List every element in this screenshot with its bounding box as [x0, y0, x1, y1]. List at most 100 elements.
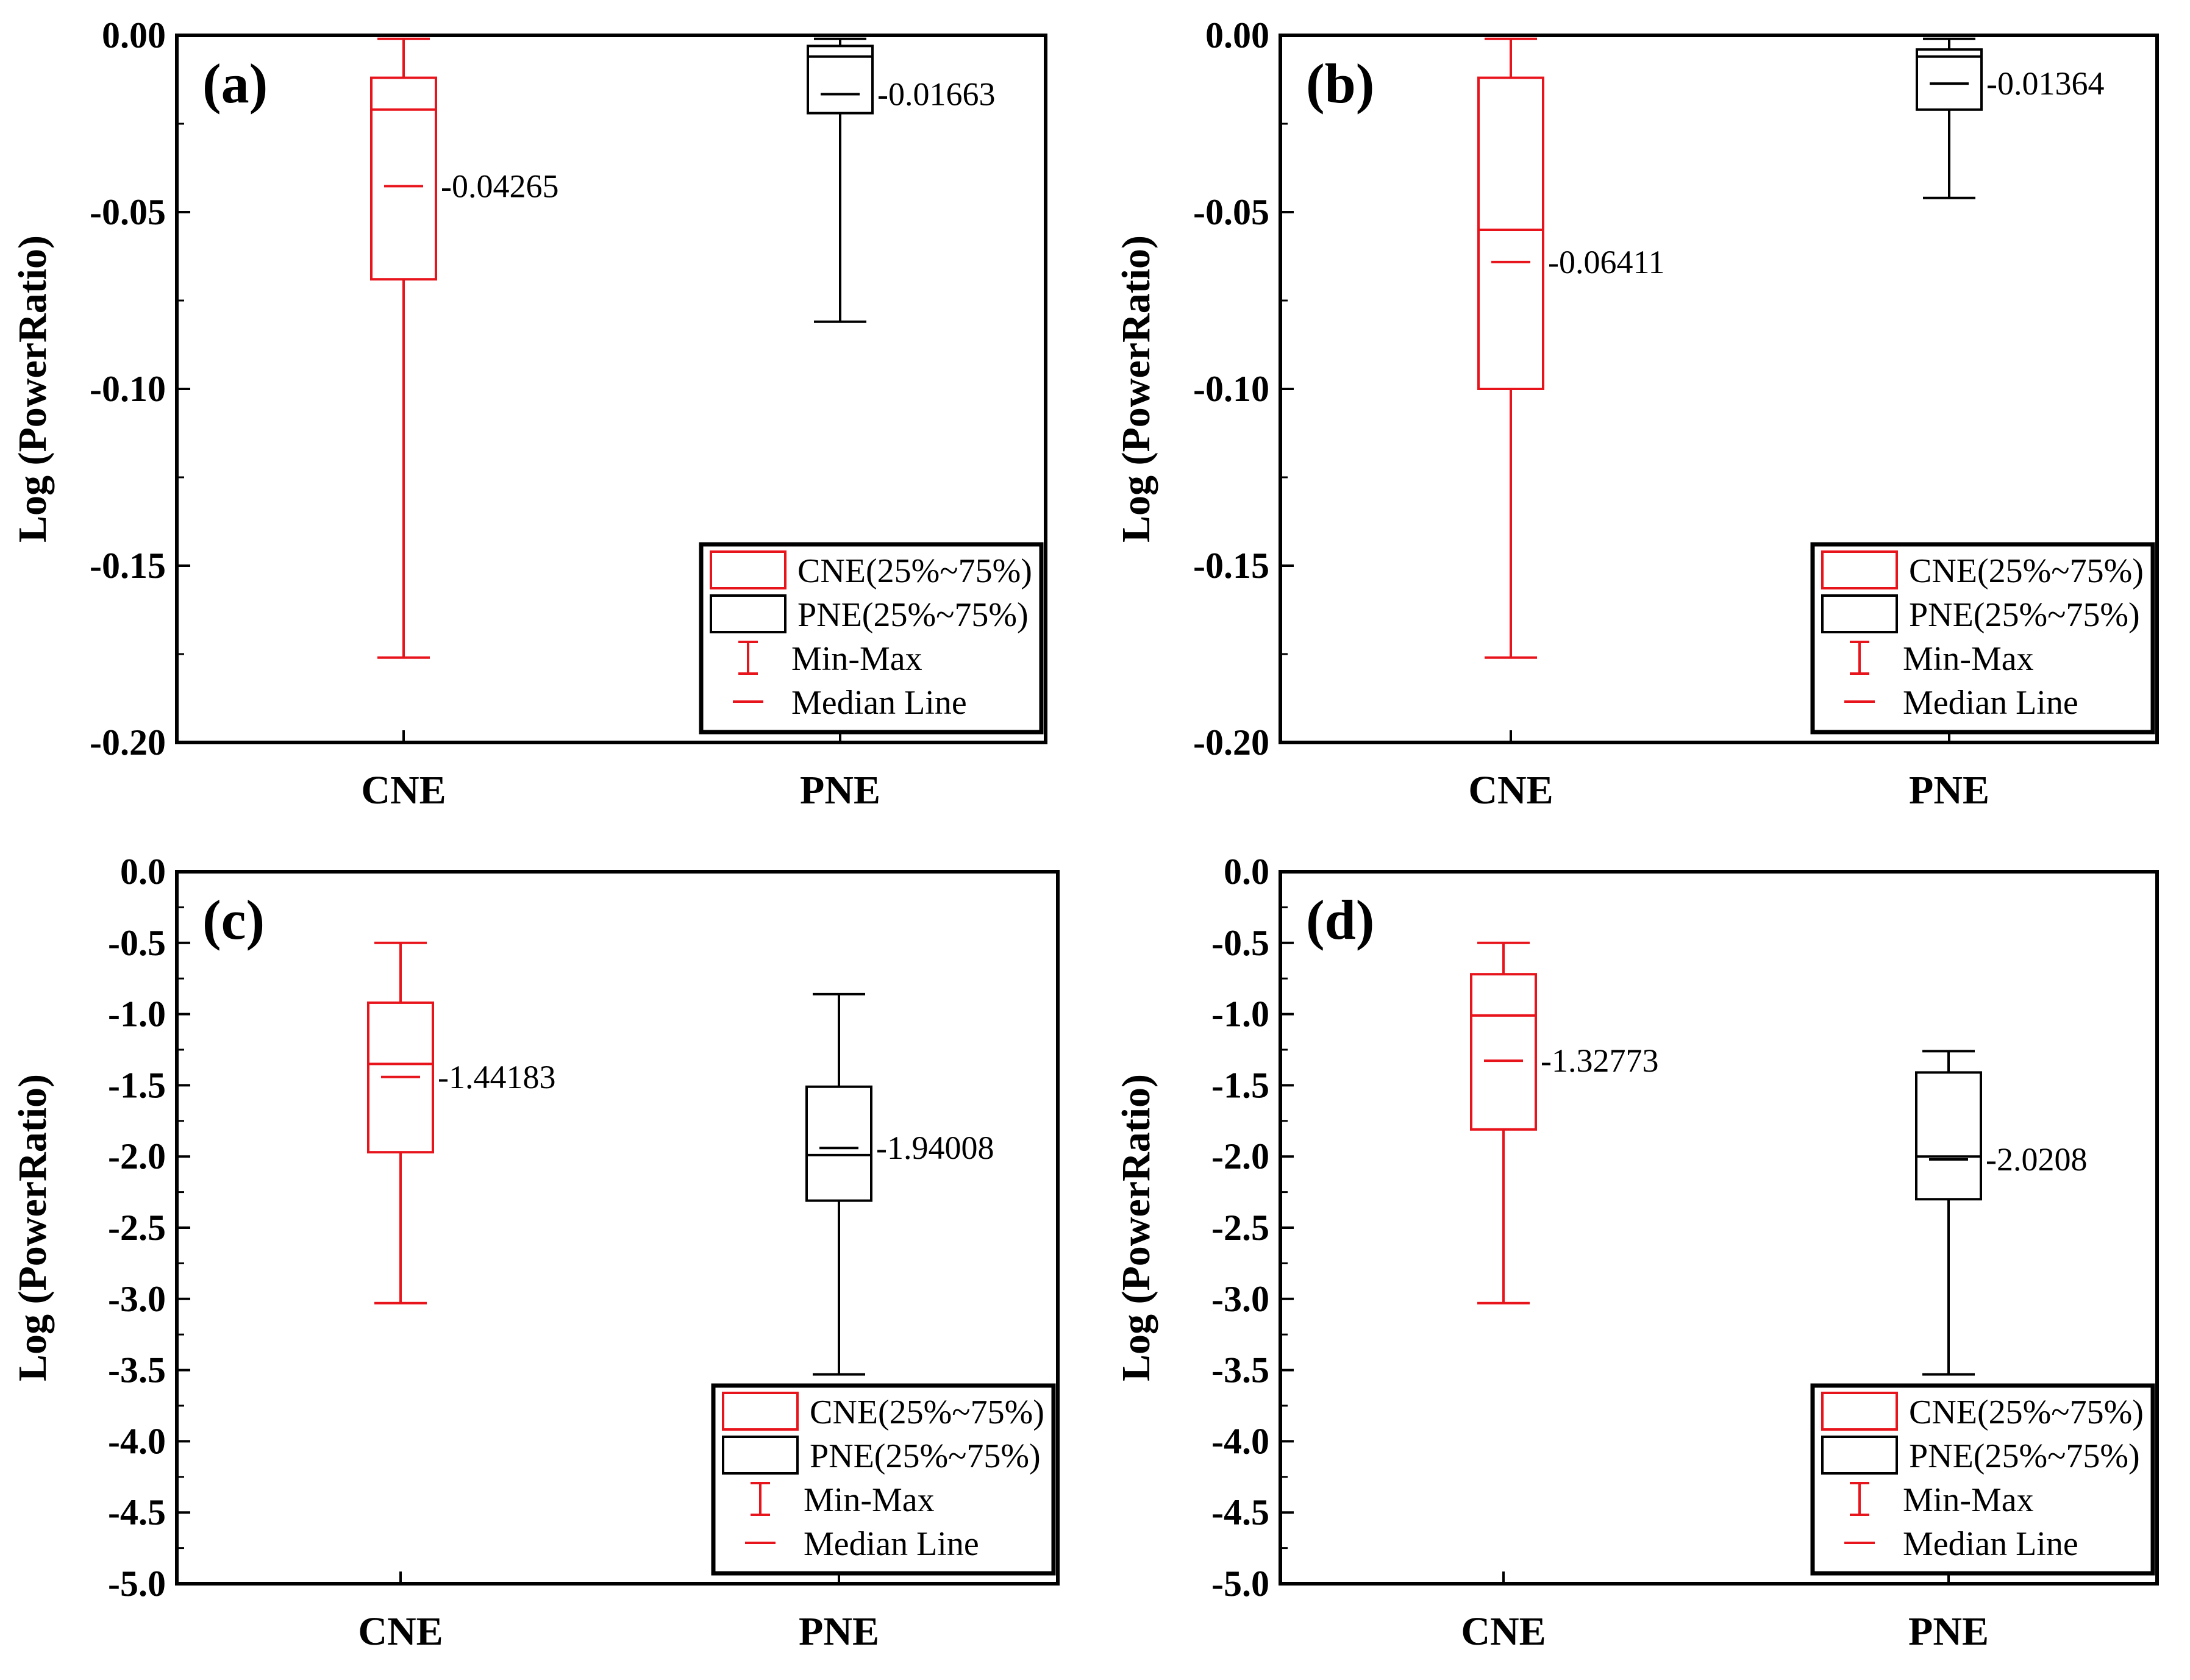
- y-tick-label: -0.15: [1193, 546, 1269, 586]
- cne-box-plot: -0.06411: [1477, 37, 1664, 659]
- chart-panel-2: 0.00 -0.05 -0.10 -0.15 -0.20 CNE PNE Log (Power…: [1114, 15, 2159, 813]
- y-tick-label: -3.0: [1211, 1279, 1269, 1319]
- y-tick-label: -1.5: [108, 1065, 166, 1105]
- mean-value-label: -1.32773: [1541, 1042, 1658, 1079]
- chart-panel-4: 0.0 -0.5 -1.0 -1.5 -2.0 -2.5 -3.0 -3.5 -4.0 -4.5 -…: [1114, 852, 2159, 1654]
- y-tick-label: -3.5: [108, 1350, 166, 1390]
- legend-pne-box-swatch: [1821, 1436, 1898, 1475]
- y-tick-label: -4.0: [108, 1421, 166, 1461]
- legend-cne-box-swatch: [722, 1392, 799, 1431]
- y-tick-label: 0.00: [102, 15, 166, 55]
- legend-pne-box-label: PNE(25%~75%): [1909, 1437, 2140, 1475]
- y-axis-label: Log (PowerRatio): [10, 1074, 55, 1381]
- y-tick-label: -4.0: [1211, 1421, 1269, 1461]
- plot-frame: [175, 870, 1060, 1586]
- legend-frame: [711, 1383, 1056, 1576]
- y-axis-label: Log (PowerRatio): [1114, 235, 1158, 543]
- y-tick-label: 0.0: [1224, 852, 1269, 892]
- iqr-box: [367, 1001, 434, 1154]
- legend-cne-box-label: CNE(25%~75%): [1909, 552, 2144, 590]
- y-tick-label: -0.5: [108, 923, 166, 963]
- y-axis-label: Log (PowerRatio): [10, 235, 55, 543]
- panel-label: (b): [1306, 52, 1374, 115]
- mean-value-label: -1.94008: [876, 1130, 994, 1166]
- chart-panel-1: 0.00 -0.05 -0.10 -0.15 -0.20 CNE PNE Log (Power…: [10, 15, 1047, 813]
- legend-pne-box-label: PNE(25%~75%): [810, 1437, 1041, 1475]
- plot-frame: [1279, 34, 2159, 744]
- y-tick-label: -2.5: [108, 1208, 166, 1248]
- legend: CNE(25%~75%) PNE(25%~75%) Min-Max Median Li…: [1810, 542, 2155, 735]
- y-tick-label: -0.20: [1193, 722, 1269, 763]
- legend-cne-box-swatch: [1821, 1392, 1898, 1431]
- legend: CNE(25%~75%) PNE(25%~75%) Min-Max Median Li…: [699, 542, 1044, 735]
- x-category-label: CNE: [1461, 1609, 1546, 1654]
- y-tick-label: -0.10: [90, 369, 166, 409]
- pne-box-plot: -0.01364: [1916, 37, 2104, 199]
- legend-pne-box-swatch: [1821, 594, 1898, 633]
- y-axis-label: Log (PowerRatio): [1114, 1074, 1158, 1381]
- pne-box-plot: -2.0208: [1915, 1050, 2087, 1376]
- legend: CNE(25%~75%) PNE(25%~75%) Min-Max Median Li…: [1810, 1383, 2155, 1576]
- legend-median-label: Median Line: [1903, 684, 2078, 722]
- mean-value-label: -0.01364: [1986, 65, 2104, 102]
- mean-value-label: -0.06411: [1548, 244, 1664, 280]
- mean-value-label: -0.04265: [441, 168, 558, 204]
- cne-box-plot: -1.32773: [1470, 941, 1658, 1304]
- iqr-box: [1915, 1071, 1982, 1201]
- y-tick-label: -0.5: [1211, 923, 1269, 963]
- y-tick-label: -0.10: [1193, 369, 1269, 409]
- legend-pne-box-swatch: [710, 594, 786, 633]
- y-tick-label: -4.5: [108, 1492, 166, 1532]
- plot-frame: [1279, 870, 2159, 1586]
- y-tick-label: 0.00: [1205, 15, 1269, 55]
- iqr-box: [1916, 48, 1983, 111]
- x-category-label: PNE: [1909, 768, 1989, 813]
- iqr-box: [1477, 76, 1544, 390]
- legend-minmax-label: Min-Max: [1903, 1481, 2034, 1519]
- mean-value-label: -1.44183: [438, 1059, 555, 1095]
- cne-box-plot: -1.44183: [367, 941, 555, 1304]
- x-category-label: CNE: [1468, 768, 1553, 813]
- iqr-box: [807, 44, 874, 115]
- iqr-box: [805, 1085, 872, 1202]
- panel-label: (d): [1306, 889, 1374, 951]
- legend-pne-box-label: PNE(25%~75%): [797, 596, 1029, 634]
- iqr-box: [370, 76, 437, 281]
- y-tick-label: 0.0: [120, 852, 166, 892]
- x-category-label: CNE: [358, 1609, 443, 1654]
- y-tick-label: -1.0: [108, 994, 166, 1034]
- panel-label: (c): [202, 889, 265, 951]
- legend-cne-box-label: CNE(25%~75%): [810, 1393, 1044, 1431]
- panel-label: (a): [202, 52, 268, 115]
- x-category-label: PNE: [799, 1609, 879, 1654]
- mean-value-label: -2.0208: [1986, 1141, 2087, 1178]
- legend-cne-box-label: CNE(25%~75%): [797, 552, 1032, 590]
- legend-pne-box-label: PNE(25%~75%): [1909, 596, 2140, 634]
- legend-median-label: Median Line: [804, 1525, 979, 1563]
- mean-value-label: -0.01663: [877, 76, 995, 112]
- y-tick-label: -0.05: [90, 192, 166, 232]
- y-tick-label: -0.15: [90, 546, 166, 586]
- legend-minmax-label: Min-Max: [791, 640, 922, 678]
- legend-cne-box-swatch: [1821, 550, 1898, 589]
- iqr-box: [1470, 973, 1537, 1131]
- plot-frame: [175, 34, 1047, 744]
- y-tick-label: -4.5: [1211, 1492, 1269, 1532]
- chart-panel-3: 0.0 -0.5 -1.0 -1.5 -2.0 -2.5 -3.0 -3.5 -4.0 -4.5 -…: [10, 852, 1060, 1654]
- legend: CNE(25%~75%) PNE(25%~75%) Min-Max Median Li…: [711, 1383, 1056, 1576]
- pne-box-plot: -0.01663: [807, 37, 995, 323]
- x-category-label: PNE: [1908, 1609, 1989, 1654]
- y-tick-label: -0.20: [90, 722, 166, 763]
- y-tick-label: -3.0: [108, 1279, 166, 1319]
- y-tick-label: -0.05: [1193, 192, 1269, 232]
- y-tick-label: -3.5: [1211, 1350, 1269, 1390]
- legend-cne-box-label: CNE(25%~75%): [1909, 1393, 2144, 1431]
- x-category-label: PNE: [800, 768, 880, 813]
- y-tick-label: -5.0: [108, 1564, 166, 1604]
- y-tick-label: -2.0: [1211, 1136, 1269, 1176]
- cne-box-plot: -0.04265: [370, 37, 558, 659]
- pne-box-plot: -1.94008: [805, 992, 994, 1376]
- legend-median-label: Median Line: [791, 684, 967, 722]
